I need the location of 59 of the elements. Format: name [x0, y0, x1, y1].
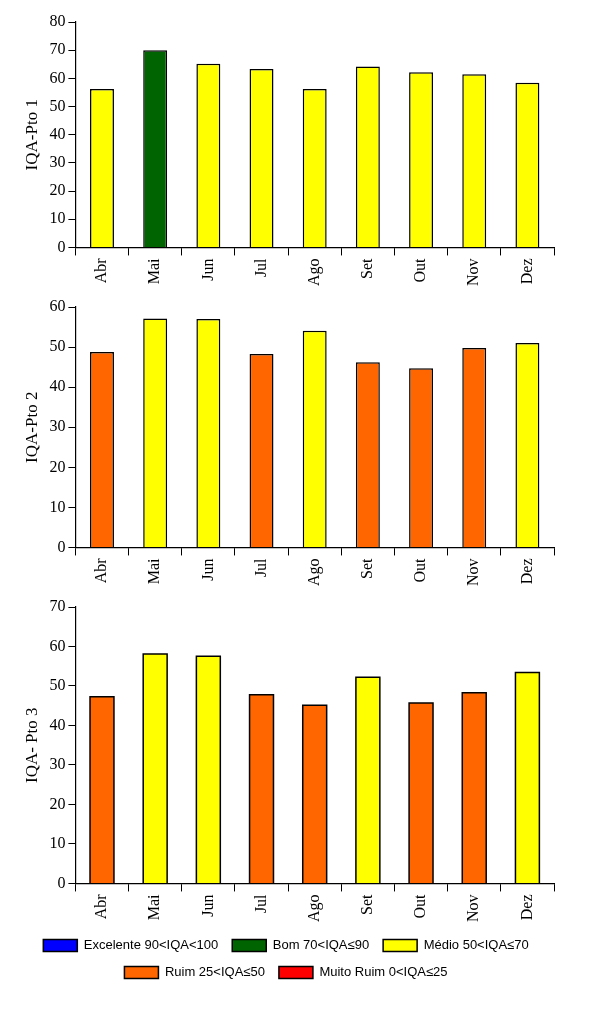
x-tick-label: Dez: [517, 558, 535, 585]
x-tick-label: Dez: [517, 258, 535, 285]
x-tick-label: Ago: [304, 558, 323, 587]
x-tick-label: Nov: [464, 894, 482, 923]
y-tick-label: 20: [49, 794, 66, 812]
x-tick-label: Out: [411, 893, 429, 919]
x-tick-label: Jul: [251, 557, 269, 578]
x-tick-label: Nov: [464, 258, 482, 287]
y-tick-label: 0: [57, 537, 66, 555]
y-tick-label: 20: [49, 181, 66, 199]
legend-label: Médio 50<IQA≤70: [423, 937, 529, 953]
x-tick-label: Mai: [145, 557, 163, 585]
x-tick-label: Jul: [251, 257, 269, 278]
x-tick-label: Abr: [92, 257, 110, 284]
y-tick-label: 0: [57, 237, 66, 255]
y-tick-label: 0: [57, 873, 66, 891]
y-tick-label: 60: [49, 297, 66, 315]
legend-label: Excelente 90<IQA<100: [83, 937, 219, 953]
y-tick-label: 60: [49, 636, 66, 654]
y-tick-label: 50: [49, 96, 66, 114]
legend-label: Bom 70<IQA≤90: [272, 937, 370, 953]
y-tick-label: 60: [49, 68, 66, 86]
y-tick-label: 10: [49, 497, 66, 515]
legend-label: Ruim 25<IQA≤50: [164, 964, 265, 980]
y-tick-label: 50: [49, 676, 66, 694]
y-axis-title: IQA-Pto 1: [21, 99, 41, 171]
x-tick-label: Out: [411, 557, 429, 583]
y-tick-label: 10: [49, 834, 66, 852]
x-tick-label: Set: [358, 257, 376, 279]
x-tick-label: Jun: [198, 894, 216, 917]
x-tick-label: Jun: [198, 258, 216, 281]
x-tick-label: Abr: [92, 557, 110, 584]
y-tick-label: 40: [49, 715, 66, 733]
y-tick-label: 70: [49, 40, 66, 58]
x-tick-label: Set: [358, 893, 376, 915]
x-tick-label: Jun: [198, 558, 216, 581]
y-tick-label: 40: [49, 377, 66, 395]
x-tick-label: Mai: [145, 257, 163, 285]
y-axis-title: IQA- Pto 3: [21, 707, 41, 783]
x-tick-label: Set: [358, 557, 376, 579]
y-tick-label: 20: [49, 457, 66, 475]
x-tick-label: Dez: [517, 894, 535, 921]
x-tick-label: Ago: [304, 894, 323, 923]
y-axis-title: IQA-Pto 2: [21, 391, 41, 463]
y-tick-label: 30: [49, 417, 66, 435]
x-tick-label: Jul: [251, 893, 269, 914]
y-tick-label: 30: [49, 153, 66, 171]
y-tick-label: 40: [49, 124, 66, 142]
x-tick-label: Abr: [92, 893, 110, 920]
x-tick-label: Out: [411, 257, 429, 283]
y-tick-label: 50: [49, 337, 66, 355]
y-tick-label: 30: [49, 755, 66, 773]
x-tick-label: Ago: [304, 258, 323, 287]
y-tick-label: 80: [49, 12, 66, 30]
y-tick-label: 70: [49, 597, 66, 615]
x-tick-label: Nov: [464, 558, 482, 587]
x-tick-label: Mai: [145, 893, 163, 921]
y-tick-label: 10: [49, 209, 66, 227]
legend-label: Muito Ruim 0<IQA≤25: [319, 964, 448, 980]
